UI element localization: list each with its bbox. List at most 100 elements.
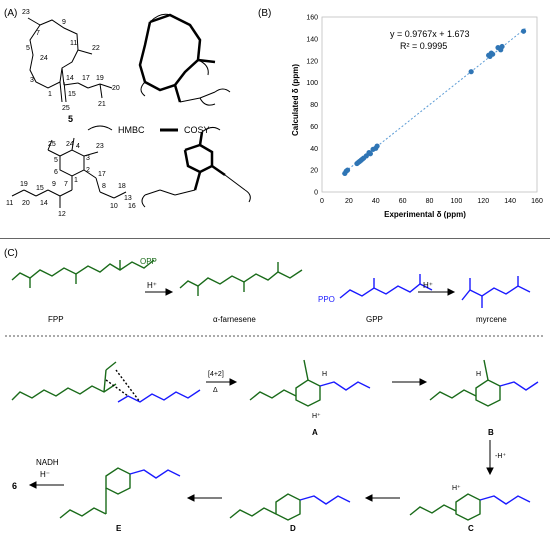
x-tick-label: 60 <box>399 198 407 205</box>
section-divider <box>0 238 550 239</box>
atom-label: 19 <box>96 75 104 82</box>
h-plus-label: H⁺ <box>147 281 157 290</box>
compound5-correlation-ring <box>138 13 202 92</box>
gpp-label: GPP <box>366 315 383 324</box>
atom-label: 8 <box>102 183 106 190</box>
atom-label: 3 <box>30 77 34 84</box>
scatter-chart: 0 20 40 60 80 100 120 140 160 0 20 40 60 80 100 120 140 1… <box>291 15 543 220</box>
y-tick-label: 160 <box>306 15 318 22</box>
data-point <box>374 143 380 149</box>
atom-label: 3 <box>86 155 90 162</box>
y-axis-label: Calculated δ (ppm) <box>291 64 300 136</box>
atom-label: 14 <box>40 200 48 207</box>
atom-label: 7 <box>36 30 40 37</box>
atom-label: 20 <box>112 85 120 92</box>
atom-label: 17 <box>82 75 90 82</box>
gpp-chain <box>339 283 433 299</box>
atom-label: 1 <box>74 177 78 184</box>
myrcene-reactant <box>117 389 201 403</box>
trendline-equation: y = 0.9767x + 1.673 <box>390 29 470 39</box>
atom-label: 7 <box>64 181 68 188</box>
atom-label: 19 <box>20 181 28 188</box>
atom-label: 1 <box>48 91 52 98</box>
intermediate-d-label: D <box>290 524 296 533</box>
data-point <box>490 51 496 57</box>
farnesene-label: α-farnesene <box>213 315 256 324</box>
atom-label: 25 <box>48 141 56 148</box>
myrcene-chain <box>461 285 531 301</box>
atom-label: 13 <box>124 195 132 202</box>
y-tick-label: 20 <box>310 168 318 175</box>
atom-label: 23 <box>22 9 30 16</box>
nadh-label: NADH <box>36 458 59 467</box>
x-tick-label: 160 <box>531 198 543 205</box>
diels-alder-label: [4+2] <box>208 371 224 378</box>
x-tick-label: 140 <box>504 198 516 205</box>
atom-label: 21 <box>98 101 106 108</box>
farnesene-chain <box>179 269 303 289</box>
x-tick-label: 0 <box>320 198 324 205</box>
data-point <box>367 151 373 157</box>
panel-b-tag: (B) <box>258 8 272 19</box>
atom-label: 5 <box>26 45 30 52</box>
data-point <box>520 28 527 34</box>
atom-label: 18 <box>118 183 126 190</box>
x-tick-label: 20 <box>345 198 353 205</box>
compound-5-label: 5 <box>68 114 73 124</box>
atom-label: 22 <box>92 45 100 52</box>
intermediate-c-label: C <box>468 524 474 533</box>
data-point <box>468 69 474 75</box>
x-tick-label: 40 <box>372 198 380 205</box>
proton-label: H⁺ <box>312 413 321 420</box>
atom-label: 17 <box>98 171 106 178</box>
compound5-ring <box>29 19 79 89</box>
atom-label: 11 <box>6 200 13 207</box>
atom-label: 9 <box>62 19 66 26</box>
r-squared: R² = 0.9995 <box>400 41 447 51</box>
cosy-legend-label: COSY <box>184 125 210 135</box>
hydrogen-label: H <box>476 371 481 378</box>
x-tick-label: 100 <box>451 198 463 205</box>
atom-label: 24 <box>40 55 48 62</box>
atom-label: 4 <box>76 143 80 150</box>
y-tick-label: 140 <box>306 36 318 43</box>
atom-label: 24 <box>66 141 74 148</box>
fpp-label: FPP <box>48 315 64 324</box>
hydrogen-label: H <box>322 371 327 378</box>
data-point <box>344 167 351 173</box>
atom-label: 5 <box>54 157 58 164</box>
panel-a-structures: 23 7 9 5 11 22 24 3 14 17 19 20 1 15 21 … <box>6 9 251 218</box>
x-tick-label: 120 <box>477 198 489 205</box>
atom-label: 2 <box>86 167 90 174</box>
atom-label: 15 <box>36 185 44 192</box>
deprotonation-label: -H⁺ <box>495 453 506 460</box>
panel-c-scheme: H⁺ H⁺ OPP PPO FPP α-farnesene GPP myrcen… <box>5 257 545 533</box>
proton-label: H⁺ <box>452 485 461 492</box>
x-axis-label: Experimental δ (ppm) <box>384 210 466 219</box>
atom-label: 15 <box>68 91 76 98</box>
atom-label: 12 <box>58 211 66 218</box>
atom-label: 11 <box>70 40 77 47</box>
hmbc-arrow-icon <box>87 125 113 131</box>
hmbc-legend-label: HMBC <box>118 125 145 135</box>
y-tick-label: 60 <box>310 124 318 131</box>
atom-label: 6 <box>54 169 58 176</box>
atom-label: 23 <box>96 143 104 150</box>
trendline <box>341 27 527 175</box>
panel-a-tag: (A) <box>4 8 18 19</box>
intermediate-a-label: A <box>312 428 318 437</box>
opp-label: OPP <box>140 257 157 266</box>
x-tick-label: 80 <box>426 198 434 205</box>
y-tick-label: 0 <box>314 190 318 197</box>
intermediate-e-label: E <box>116 524 122 533</box>
atom-label: 16 <box>128 203 136 210</box>
intermediate-b-label: B <box>488 428 494 437</box>
ppo-label: PPO <box>318 295 335 304</box>
y-tick-label: 40 <box>310 146 318 153</box>
atom-label: 10 <box>110 203 118 210</box>
heat-label: Δ <box>213 387 218 394</box>
compound6-correlation <box>183 143 214 174</box>
myrcene-label: myrcene <box>476 315 507 324</box>
h-plus-label: H⁺ <box>423 281 433 290</box>
y-tick-label: 100 <box>306 80 318 87</box>
